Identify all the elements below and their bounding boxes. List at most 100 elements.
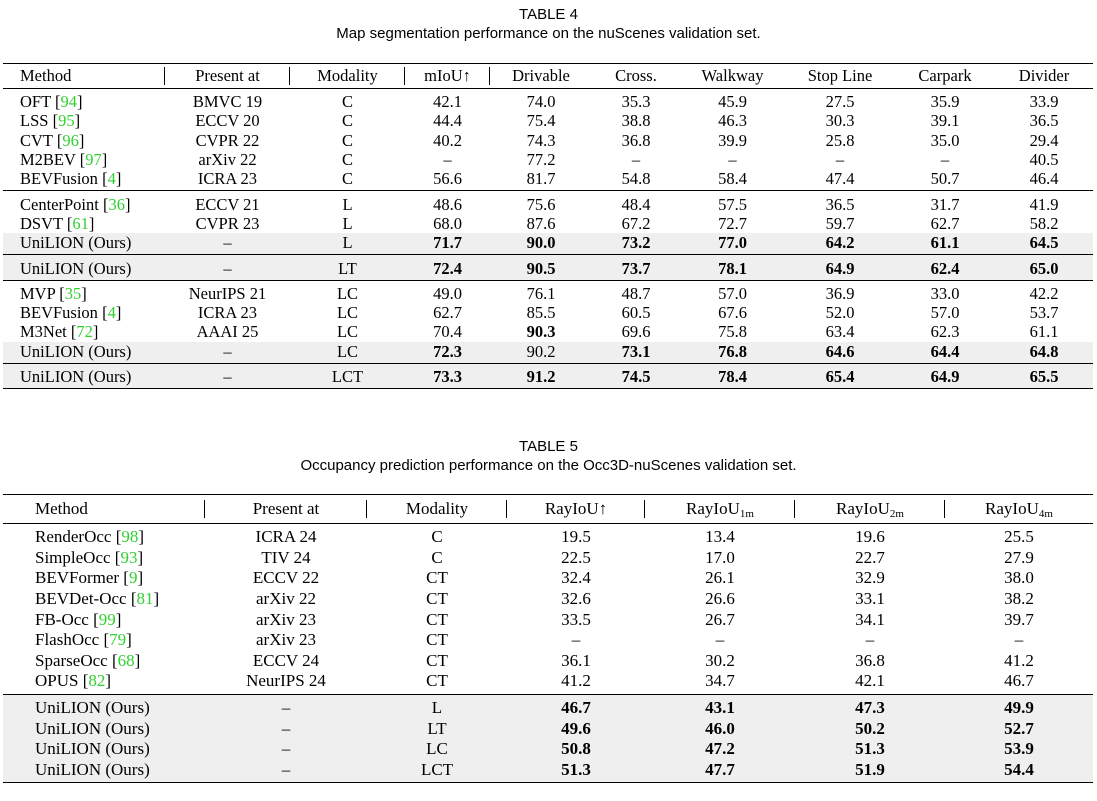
table-cell: ICRA 23 (197, 169, 258, 189)
table-cell: 78.4 (680, 363, 785, 389)
table-row: M2BEV [97] arXiv 22 C – 77.2 – – – – 40.5 (3, 150, 1093, 169)
table-cell: – (165, 341, 290, 364)
row-group: UniLION (Ours) – L 46.7 43.1 47.3 49.9 UniLION … (3, 694, 1093, 783)
table-cell: – (165, 254, 290, 281)
citation: [4] (102, 303, 122, 323)
header-row: Method Present at Modality mIoU↑ Drivable Cro… (3, 63, 1093, 89)
header-cell: Stop Line (785, 63, 895, 89)
table-cell: 60.5 (621, 303, 651, 323)
table-cell: 36.8 (855, 650, 885, 670)
table-cell: 72.7 (718, 213, 747, 233)
table-title: TABLE 4 (519, 6, 578, 23)
table-cell: 36.8 (621, 130, 651, 150)
citation: [81] (130, 589, 160, 609)
table-cell: 30.3 (825, 111, 855, 131)
header-text: RayIoU (836, 498, 890, 518)
table-cell: C (341, 169, 353, 189)
table-cell: 19.5 (561, 527, 591, 547)
table-cell: 64.9 (785, 254, 895, 281)
table-cell: 39.7 (1004, 609, 1034, 629)
citation-number: 99 (98, 609, 116, 629)
table-cell: arXiv 23 (256, 630, 316, 650)
table-cell: AAAI 25 (196, 322, 259, 342)
citation: [79] (103, 630, 132, 650)
table-cell: 51.3 (795, 738, 945, 760)
table-header: Method Present at Modality mIoU↑ Drivable Cro… (3, 63, 1093, 89)
table-cell: 46.4 (1029, 169, 1059, 189)
header-cell: Method (3, 494, 205, 524)
header-subscript: 4m (1038, 507, 1053, 520)
table-cell: LC (336, 283, 359, 303)
citation: [36] (102, 194, 131, 214)
citation: [93] (114, 547, 144, 567)
table: Method Present at Modality RayIoU↑ RayIoU1m R… (3, 494, 1093, 784)
table-cell: 65.5 (995, 363, 1093, 389)
table-row: BEVFormer [9] ECCV 22 CT 32.4 26.1 32.9 38.0 (3, 568, 1093, 589)
table-row: UniLION (Ours) – L 46.7 43.1 47.3 49.9 (3, 694, 1093, 719)
table-cell: 26.6 (705, 589, 735, 609)
table-cell: L (342, 194, 353, 214)
table-cell: 53.9 (945, 738, 1093, 760)
table-cell: LT (367, 718, 507, 739)
method-name: LSS (20, 111, 49, 131)
table-cell: 22.5 (561, 547, 591, 567)
table-row: BEVFusion [4] ICRA 23 LC 62.7 85.5 60.5 67.6 52… (3, 303, 1093, 322)
table-cell: 69.6 (621, 322, 651, 342)
table-cell: 65.0 (995, 254, 1093, 281)
row-group: CenterPoint [36] ECCV 21 L 48.6 75.6 48.4 57.5… (3, 190, 1093, 255)
citation-number: 79 (109, 630, 127, 650)
table-row: M3Net [72] AAAI 25 LC 70.4 90.3 69.6 75.8 63.4 6… (3, 322, 1093, 341)
table-row: DSVT [61] CVPR 23 L 68.0 87.6 67.2 72.7 59.7 62.… (3, 214, 1093, 233)
table-cell: – (205, 694, 367, 719)
method-name: DSVT (20, 213, 63, 233)
method-name: MVP (20, 283, 56, 303)
table-row: UniLION (Ours) – LCT 51.3 47.7 51.9 54.4 (3, 759, 1093, 783)
header-cell: RayIoU↑ (507, 494, 645, 524)
table-cell: L (367, 694, 507, 719)
method-name: OPUS (35, 671, 79, 691)
header-cell: Divider (995, 63, 1093, 89)
citation-number: 61 (72, 213, 89, 233)
row-group: UniLION (Ours) – LT 72.4 90.5 73.7 78.1 64.9 62.… (3, 254, 1093, 281)
header-cell: RayIoU4m (945, 494, 1093, 524)
table-cell: 25.8 (825, 130, 855, 150)
table-cell: BEVFusion [4] (3, 303, 165, 322)
table-row: CVT [96] CVPR 22 C 40.2 74.3 36.8 39.9 25.8 35.0… (3, 131, 1093, 150)
table-cell: 35.9 (930, 92, 960, 112)
table-cell: 75.8 (718, 322, 747, 342)
table-cell: ECCV 20 (195, 111, 260, 131)
table-cell: 78.1 (680, 254, 785, 281)
header-cell: Carpark (895, 63, 995, 89)
citation: [96] (56, 130, 85, 150)
table-cell: 70.4 (433, 322, 462, 342)
table-cell: M3Net [72] (3, 322, 165, 341)
table-cell: SparseOcc [68] (3, 651, 205, 672)
table-row: OFT [94] BMVC 19 C 42.1 74.0 35.3 45.9 27.5 35.9… (3, 89, 1093, 112)
table-cell: 61.1 (1029, 322, 1059, 342)
table-cell: 58.4 (718, 169, 747, 189)
citation-number: 4 (107, 303, 116, 323)
table-cell: 64.8 (995, 341, 1093, 364)
table-row: UniLION (Ours) – LT 72.4 90.5 73.7 78.1 64.9 62.… (3, 254, 1093, 281)
table-row: UniLION (Ours) – LT 49.6 46.0 50.2 52.7 (3, 718, 1093, 739)
table-cell: SimpleOcc [93] (3, 548, 205, 569)
table-cell: 50.7 (930, 169, 960, 189)
table-cell: 77.0 (680, 233, 785, 255)
table-cell: 38.8 (621, 111, 651, 131)
table-cell: FB-Occ [99] (3, 609, 205, 630)
table-cell: 76.8 (680, 341, 785, 364)
table-cell: UniLION (Ours) (3, 694, 205, 719)
table-cell: 50.8 (507, 738, 645, 760)
table-cell: 46.3 (718, 111, 747, 131)
table-cell: LC (367, 738, 507, 760)
table-cell: 73.1 (592, 341, 680, 364)
table-cell: UniLION (Ours) (3, 341, 165, 364)
table-row: CenterPoint [36] ECCV 21 L 48.6 75.6 48.4 57.5… (3, 191, 1093, 214)
table-cell: – (835, 150, 845, 170)
table-cell: 34.1 (855, 609, 885, 629)
method-name: RenderOcc (35, 527, 112, 547)
table-cell: arXiv 22 (198, 150, 257, 170)
header-cell: Drivable (490, 63, 592, 89)
table-cell: 62.7 (433, 303, 462, 323)
table-cell: 41.2 (1004, 650, 1034, 670)
